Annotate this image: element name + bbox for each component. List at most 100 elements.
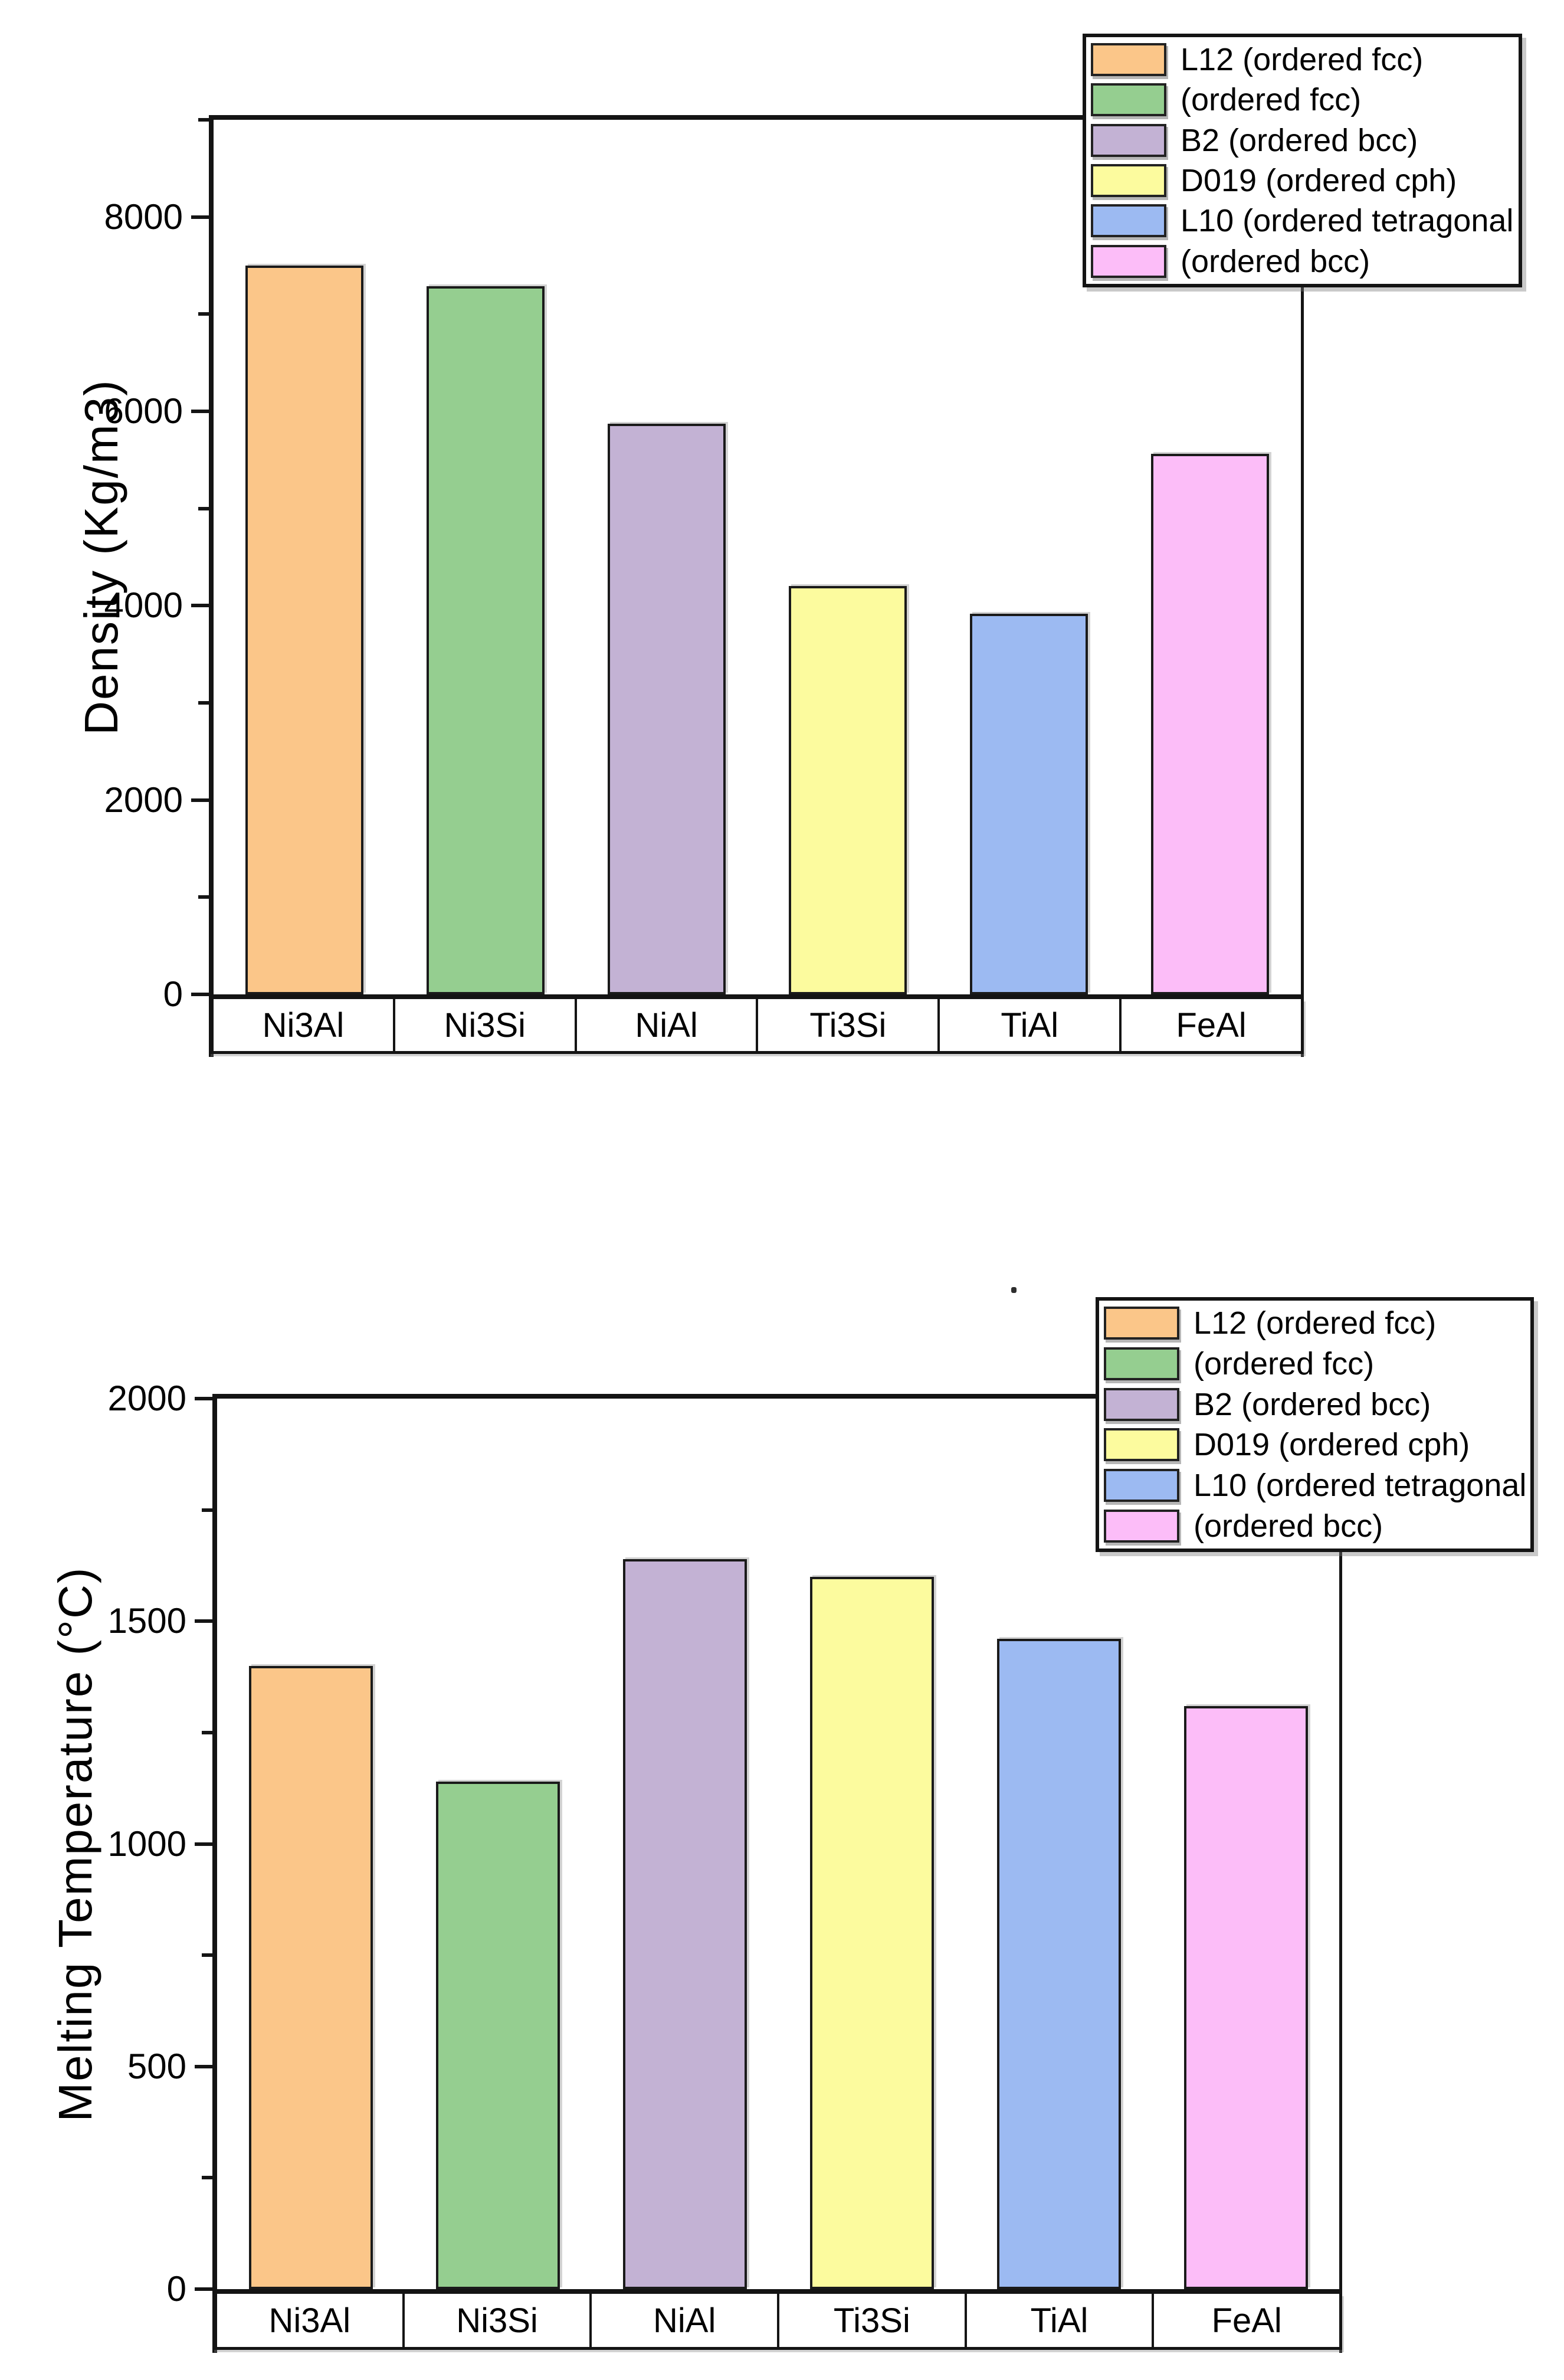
y-minor-tick <box>202 1730 212 1734</box>
legend-row: L10 (ordered tetragonal <box>1091 201 1519 241</box>
y-minor-tick <box>198 701 209 705</box>
legend-swatch <box>1104 1509 1179 1543</box>
legend-row: D019 (ordered cph) <box>1091 161 1519 201</box>
y-axis-line <box>212 1394 217 2353</box>
category-strip: Ni3Al Ni3Si NiAl Ti3Si TiAl FeAl <box>212 2294 1342 2350</box>
bar-NiAl <box>622 1559 747 2289</box>
legend-row: (ordered bcc) <box>1104 1505 1530 1546</box>
legend-swatch <box>1091 83 1166 117</box>
legend-box: L12 (ordered fcc) (ordered fcc) B2 (ordere… <box>1096 1297 1534 1552</box>
category-cell-Ni3Al: Ni3Al <box>214 999 395 1051</box>
y-major-tick <box>195 2287 212 2291</box>
y-minor-tick <box>202 2176 212 2180</box>
category-strip: Ni3Al Ni3Si NiAl Ti3Si TiAl FeAl <box>209 999 1304 1054</box>
category-cell-Ni3Si: Ni3Si <box>395 999 577 1051</box>
plot-top-border <box>212 1394 1342 1399</box>
legend-label: L10 (ordered tetragonal <box>1181 203 1514 239</box>
y-tick-label: 1500 <box>107 1601 186 1641</box>
y-axis-line <box>209 115 214 1057</box>
stray-dot-mark <box>1011 1287 1017 1293</box>
x-axis-line <box>212 2289 1342 2294</box>
legend-label: D019 (ordered cph) <box>1194 1427 1470 1463</box>
category-cell-TiAl: TiAl <box>940 999 1122 1051</box>
legend-swatch <box>1091 164 1166 198</box>
category-cell-FeAl: FeAl <box>1176 1006 1247 1045</box>
y-tick-label: 4000 <box>104 585 183 626</box>
y-tick-label: 2000 <box>107 1379 186 1418</box>
bar-Ni3Si <box>426 286 545 994</box>
plot-top-border <box>209 115 1304 120</box>
legend-label: L12 (ordered fcc) <box>1181 42 1424 78</box>
bar-Ti3Si <box>809 1576 934 2289</box>
legend-swatch <box>1104 1387 1179 1421</box>
y-tick-label: 8000 <box>104 197 183 237</box>
legend-swatch <box>1091 204 1166 238</box>
y-minor-tick <box>202 1508 212 1512</box>
category-cell-FeAl: FeAl <box>1211 2301 1282 2340</box>
legend-swatch <box>1091 244 1166 278</box>
y-major-tick <box>191 215 209 219</box>
category-cell-Ti3Si: Ti3Si <box>779 2294 967 2347</box>
category-cell-Ni3Al: Ni3Al <box>217 2294 405 2347</box>
plot-right-border <box>1339 1394 1342 2353</box>
y-minor-tick <box>202 1953 212 1957</box>
x-axis-line <box>209 994 1304 999</box>
bar-Ni3Al <box>245 266 363 994</box>
y-tick-label: 500 <box>127 2046 186 2086</box>
y-major-tick <box>191 798 209 802</box>
y-major-tick <box>191 410 209 413</box>
legend-label: (ordered bcc) <box>1181 243 1370 279</box>
legend-swatch <box>1104 1428 1179 1462</box>
y-major-tick <box>195 2064 212 2068</box>
y-minor-tick <box>198 895 209 899</box>
bar-Ni3Al <box>248 1665 373 2289</box>
plot-right-border <box>1301 115 1304 1057</box>
bar-NiAl <box>607 424 726 994</box>
legend-label: (ordered fcc) <box>1181 82 1362 118</box>
legend-label: (ordered fcc) <box>1194 1346 1375 1381</box>
legend-row: D019 (ordered cph) <box>1104 1425 1530 1465</box>
legend-label: B2 (ordered bcc) <box>1194 1386 1431 1422</box>
legend-row: (ordered fcc) <box>1091 80 1519 120</box>
y-tick-label: 0 <box>166 2269 186 2309</box>
y-tick-label: 0 <box>163 974 183 1014</box>
legend-label: L10 (ordered tetragonal <box>1194 1468 1527 1504</box>
legend-swatch <box>1104 1347 1179 1380</box>
bar-Ti3Si <box>789 586 907 994</box>
y-minor-tick <box>198 312 209 316</box>
bar-Ni3Si <box>435 1781 560 2289</box>
legend-label: L12 (ordered fcc) <box>1194 1305 1437 1341</box>
y-tick-label: 2000 <box>104 780 183 820</box>
legend-row: L12 (ordered fcc) <box>1091 40 1519 80</box>
bar-FeAl <box>1183 1705 1308 2289</box>
legend-label: (ordered bcc) <box>1194 1508 1383 1544</box>
y-minor-tick <box>198 506 209 510</box>
category-cell-Ti3Si: Ti3Si <box>758 999 940 1051</box>
legend-row: L10 (ordered tetragonal <box>1104 1465 1530 1506</box>
legend-row: L12 (ordered fcc) <box>1104 1303 1530 1344</box>
y-major-tick <box>195 1842 212 1846</box>
legend-label: D019 (ordered cph) <box>1181 163 1457 199</box>
legend-swatch <box>1091 43 1166 77</box>
y-tick-label: 1000 <box>107 1824 186 1864</box>
legend-swatch <box>1091 123 1166 157</box>
y-tick-label: 6000 <box>104 391 183 431</box>
category-cell-TiAl: TiAl <box>967 2294 1155 2347</box>
legend-swatch <box>1104 1307 1179 1340</box>
bar-TiAl <box>996 1639 1121 2289</box>
legend-row: (ordered fcc) <box>1104 1344 1530 1384</box>
legend-label: B2 (ordered bcc) <box>1181 122 1418 158</box>
legend-row: B2 (ordered bcc) <box>1091 120 1519 161</box>
y-major-tick <box>195 1397 212 1400</box>
category-cell-Ni3Si: Ni3Si <box>405 2294 592 2347</box>
bar-TiAl <box>970 613 1088 994</box>
y-major-tick <box>191 993 209 996</box>
y-major-tick <box>195 1619 212 1623</box>
legend-swatch <box>1104 1469 1179 1502</box>
legend-row: (ordered bcc) <box>1091 241 1519 281</box>
legend-row: B2 (ordered bcc) <box>1104 1384 1530 1425</box>
y-minor-tick <box>198 118 209 122</box>
